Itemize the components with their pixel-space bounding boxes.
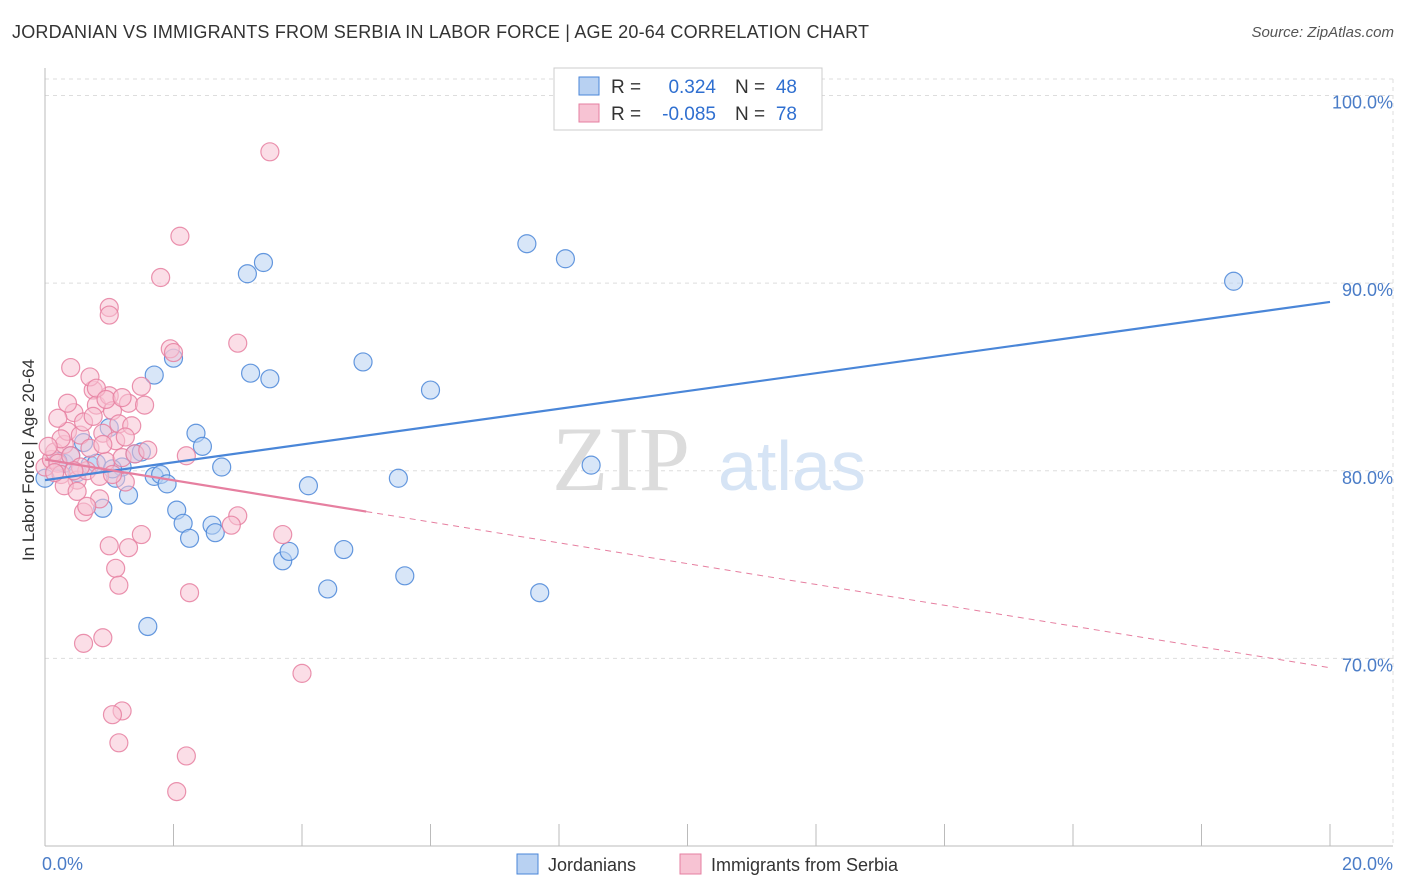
point-serbia-77 (138, 440, 158, 460)
bottom-legend-label-serbia: Immigrants from Serbia (711, 855, 899, 875)
point-jordanians-15 (144, 365, 164, 385)
point-serbia-47 (179, 583, 200, 603)
point-serbia-69 (38, 436, 58, 456)
y-tick-label-100: 100.0% (1332, 93, 1393, 113)
trend-lines (44, 300, 1331, 669)
y-tick-labels: 70.0% 80.0% 90.0% 100.0% (1332, 93, 1393, 676)
point-jordanians-34 (298, 476, 319, 496)
point-serbia-60 (67, 481, 87, 501)
bottom-legend-label-jordanians: Jordanians (548, 855, 636, 875)
point-jordanians-44 (581, 455, 601, 475)
legend-n-label-1: N = (735, 77, 765, 98)
point-jordanians-30 (253, 252, 274, 273)
point-jordanians-38 (388, 468, 408, 488)
point-serbia-73 (102, 464, 123, 485)
point-jordanians-31 (260, 369, 280, 389)
point-serbia-51 (102, 705, 123, 725)
watermark: ZIP atlas (552, 408, 866, 510)
point-jordanians-37 (353, 352, 373, 372)
point-serbia-42 (99, 536, 119, 556)
legend-box: R = 0.324 N = 48 R = -0.085 N = 78 (553, 67, 823, 131)
x-tick-label-min: 0.0% (42, 854, 83, 874)
point-serbia-75 (96, 389, 116, 410)
point-serbia-49 (93, 628, 113, 648)
point-serbia-55 (292, 663, 312, 683)
legend-swatch-jordanians (578, 76, 600, 96)
point-jordanians-39 (395, 566, 415, 586)
point-serbia-64 (57, 393, 78, 413)
point-jordanians-27 (212, 457, 232, 477)
trend-jordanians-line (44, 300, 1331, 482)
point-jordanians-42 (530, 583, 550, 603)
point-serbia-45 (106, 558, 126, 578)
y-tick-label-90: 90.0% (1342, 280, 1393, 300)
legend-r-value-2: -0.085 (662, 104, 716, 125)
point-serbia-54 (167, 781, 187, 802)
y-tick-label-70: 70.0% (1342, 655, 1393, 675)
point-jordanians-24 (192, 436, 213, 456)
legend-r-label-2: R = (611, 104, 641, 125)
data-points (35, 142, 1244, 802)
point-jordanians-43 (555, 249, 576, 269)
point-jordanians-40 (420, 380, 441, 400)
trend-serbia-dashed (366, 511, 1331, 669)
point-serbia-65 (93, 434, 113, 455)
bottom-legend-swatch-serbia (679, 853, 702, 875)
point-serbia-30 (131, 376, 151, 396)
point-serbia-52 (109, 733, 129, 753)
point-serbia-43 (118, 538, 139, 558)
point-serbia-58 (221, 515, 241, 535)
point-serbia-38 (163, 342, 184, 363)
point-serbia-31 (134, 395, 155, 415)
y-tick-label-80: 80.0% (1342, 468, 1393, 488)
point-serbia-35 (170, 226, 190, 246)
point-jordanians-33 (279, 541, 299, 562)
legend-n-label-2: N = (735, 104, 765, 125)
point-serbia-48 (73, 633, 94, 653)
point-serbia-56 (273, 524, 293, 545)
point-serbia-34 (151, 267, 171, 288)
x-tick-label-max: 20.0% (1342, 854, 1393, 874)
trend-serbia-solid (44, 458, 367, 513)
bottom-legend: Jordanians Immigrants from Serbia (516, 853, 899, 875)
point-serbia-53 (176, 746, 196, 766)
point-serbia-44 (131, 524, 151, 545)
point-serbia-27 (61, 357, 81, 378)
point-jordanians-35 (318, 579, 338, 599)
point-serbia-76 (112, 387, 132, 408)
point-serbia-70 (77, 496, 97, 517)
point-jordanians-26 (205, 523, 225, 543)
point-jordanians-28 (237, 264, 257, 284)
point-jordanians-22 (179, 528, 200, 548)
point-jordanians-14 (138, 616, 158, 637)
point-jordanians-41 (517, 234, 537, 254)
point-jordanians-29 (241, 363, 261, 383)
legend-r-label-1: R = (611, 77, 641, 98)
watermark-zip: ZIP (552, 408, 690, 510)
legend-swatch-serbia (578, 103, 600, 123)
point-serbia-39 (228, 333, 248, 353)
point-serbia-46 (109, 575, 129, 595)
point-serbia-72 (83, 406, 103, 426)
watermark-atlas: atlas (718, 427, 866, 505)
legend-r-value-1: 0.324 (668, 77, 716, 98)
y-axis-label: In Labor Force | Age 20-64 (19, 359, 38, 561)
chart-source: Source: ZipAtlas.com (1251, 24, 1394, 41)
point-serbia-33 (99, 305, 119, 325)
legend-n-value-1: 48 (776, 77, 797, 98)
point-serbia-63 (48, 408, 68, 428)
point-serbia-36 (260, 142, 280, 162)
point-jordanians-45 (1224, 271, 1244, 291)
chart-title: JORDANIAN VS IMMIGRANTS FROM SERBIA IN L… (12, 22, 870, 42)
point-serbia-62 (115, 427, 135, 447)
point-jordanians-36 (334, 539, 354, 560)
bottom-legend-swatch-jordanians (516, 853, 539, 875)
legend-n-value-2: 78 (776, 104, 797, 125)
